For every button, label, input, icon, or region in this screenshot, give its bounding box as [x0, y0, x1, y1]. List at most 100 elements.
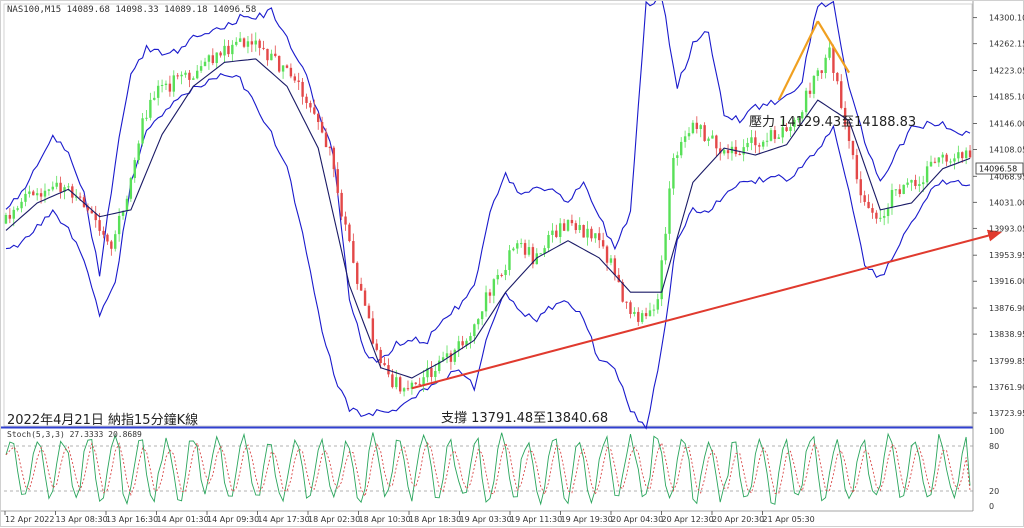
candle-up: [145, 117, 148, 119]
candle-up: [519, 243, 523, 245]
candle-down: [695, 122, 699, 129]
candle-down: [598, 233, 601, 241]
stoch-info: Stoch(5,3,3) 27.3333 20.8689: [7, 430, 142, 439]
candle-up: [711, 135, 714, 139]
candle-down: [324, 132, 328, 148]
candle-down: [383, 363, 386, 366]
candle-down: [570, 219, 574, 224]
candle-up: [480, 311, 484, 320]
candle-up: [922, 182, 925, 185]
candle-down: [305, 96, 308, 103]
candle-down: [219, 52, 222, 56]
candle-down: [582, 224, 585, 238]
candle-down: [531, 247, 535, 265]
candle-up: [886, 207, 890, 217]
candle-down: [703, 125, 706, 141]
candle-up: [882, 216, 886, 218]
candle-up: [67, 186, 70, 188]
candle-down: [317, 113, 320, 122]
candle-down: [719, 148, 722, 154]
candle-up: [477, 319, 480, 325]
time-tick-label: 14 Apr 17:30: [258, 515, 310, 524]
candle-down: [840, 81, 843, 108]
candle-up: [125, 198, 129, 212]
candle-up: [16, 208, 19, 210]
candle-down: [785, 127, 788, 132]
candle-down: [375, 343, 378, 350]
candle-down: [590, 228, 593, 239]
price-tick-label: 13876.90: [989, 304, 1024, 313]
candle-up: [422, 377, 425, 385]
candle-down: [379, 349, 382, 364]
candle-down: [613, 258, 617, 275]
stoch-tick-label: 0: [989, 502, 994, 511]
candle-up: [789, 126, 792, 132]
time-tick-label: 14 Apr 09:30: [207, 515, 259, 524]
candle-down: [78, 196, 82, 198]
candle-down: [859, 179, 862, 196]
candle-up: [172, 75, 175, 92]
candle-up: [547, 234, 550, 249]
candle-up: [180, 74, 183, 77]
candle-down: [352, 241, 355, 263]
candle-down: [562, 223, 566, 231]
candle-down: [188, 72, 191, 80]
candle-up: [184, 72, 187, 75]
candle-down: [555, 230, 558, 237]
price-tick-label: 13916.00: [989, 277, 1024, 286]
candle-up: [910, 179, 913, 183]
candle-down: [738, 154, 741, 156]
candle-down: [102, 230, 105, 235]
candle-down: [644, 313, 648, 317]
price-tick-label: 14185.10: [989, 93, 1024, 102]
candle-down: [836, 72, 839, 82]
candle-down: [933, 161, 937, 163]
candle-up: [797, 118, 800, 120]
candle-up: [953, 158, 956, 162]
candle-down: [106, 234, 109, 242]
candle-up: [964, 150, 968, 159]
candle-down: [391, 374, 394, 388]
candle-up: [566, 219, 570, 231]
candle-down: [832, 47, 835, 73]
candle-up: [640, 313, 644, 322]
candle-up: [828, 47, 831, 58]
candle-down: [98, 220, 101, 231]
candle-up: [941, 154, 944, 158]
candle-up: [192, 78, 195, 80]
candle-up: [156, 85, 160, 98]
candle-up: [676, 155, 679, 158]
trend-annotations: [411, 20, 1002, 390]
candle-down: [867, 201, 870, 209]
symbol-info: NAS100,M15 14089.68 14098.33 14089.18 14…: [7, 5, 257, 15]
candle-up: [656, 299, 659, 310]
candle-up: [410, 382, 414, 389]
candle-down: [726, 150, 730, 154]
candle-up: [929, 161, 933, 167]
candle-down: [406, 388, 410, 390]
candle-up: [231, 44, 234, 55]
candle-up: [816, 70, 820, 76]
candle-up: [668, 188, 671, 234]
price-tick-label: 14223.05: [989, 67, 1024, 76]
candle-up: [586, 228, 589, 238]
candle-up: [925, 166, 929, 183]
candle-down: [430, 367, 433, 377]
candle-up: [254, 40, 257, 45]
ma-line: [5, 58, 971, 379]
candle-up: [24, 193, 27, 202]
candle-down: [461, 341, 464, 346]
candle-down: [523, 243, 527, 255]
candle-down: [39, 193, 43, 197]
candle-down: [500, 274, 503, 276]
candle-down: [754, 137, 757, 146]
candle-up: [153, 97, 156, 100]
candle-down: [601, 240, 605, 247]
time-tick-label: 19 Apr 11:30: [510, 515, 562, 524]
candle-up: [164, 83, 168, 85]
price-tick-label: 14031.00: [989, 198, 1024, 207]
candle-down: [855, 155, 859, 180]
time-tick-label: 18 Apr 18:30: [409, 515, 461, 524]
